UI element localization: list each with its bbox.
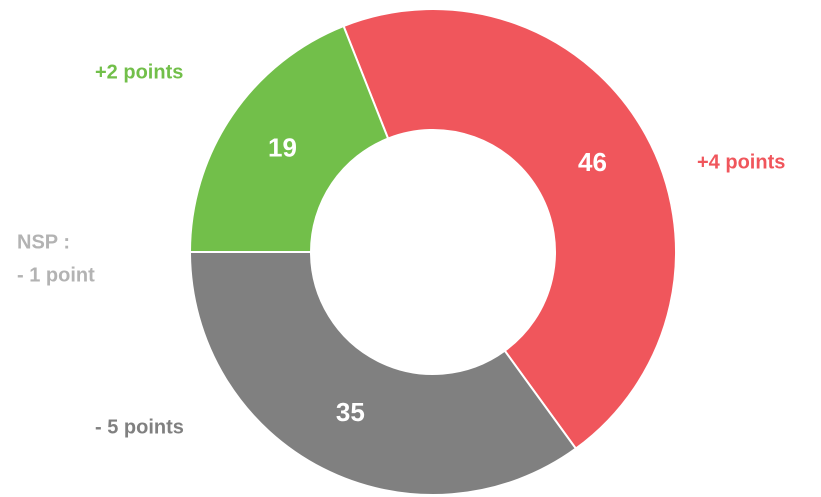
- donut-slice: [188, 24, 390, 253]
- donut-slice: [188, 251, 578, 496]
- annotation: NSP :: [17, 231, 70, 253]
- data-label: 19: [268, 133, 297, 163]
- annotation: - 5 points: [95, 416, 184, 438]
- annotation: +4 points: [697, 151, 785, 173]
- data-label: 46: [578, 147, 607, 177]
- donut-slice: [342, 8, 677, 450]
- annotation: +2 points: [95, 61, 183, 83]
- data-label: 35: [336, 397, 365, 427]
- annotation: - 1 point: [17, 264, 95, 286]
